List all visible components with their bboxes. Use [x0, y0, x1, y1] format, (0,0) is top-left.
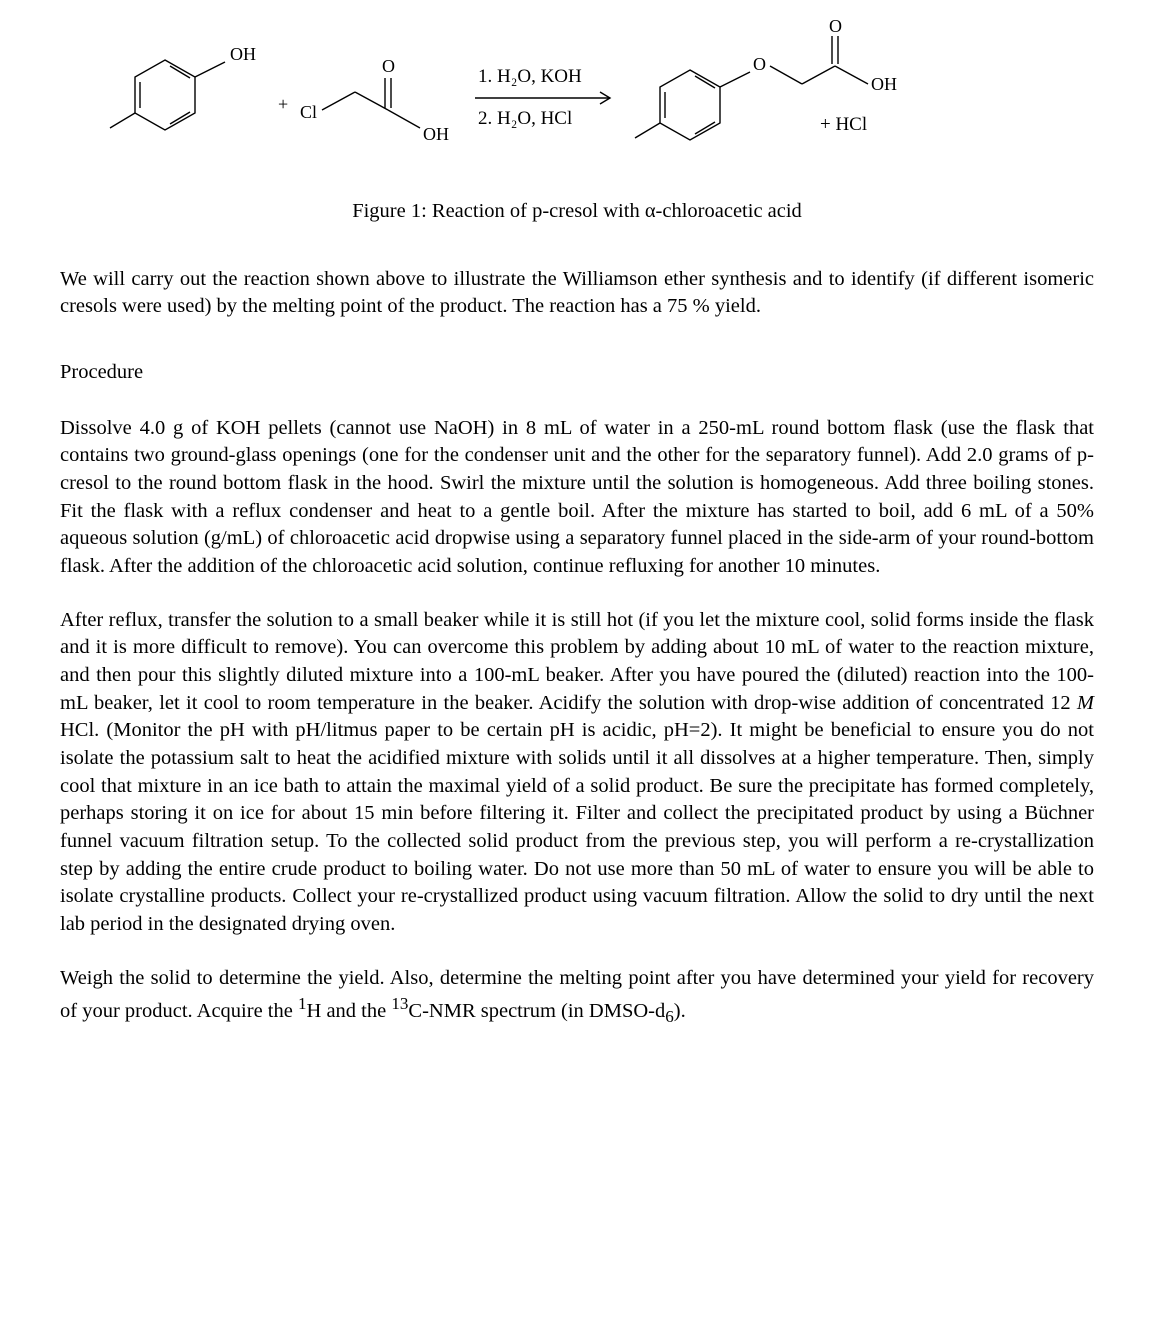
oh-acid: OH — [423, 124, 449, 144]
oh-label: OH — [230, 44, 256, 64]
plus-hcl: + HCl — [820, 114, 867, 135]
p2-after: HCl. (Monitor the pH with pH/litmus pape… — [60, 719, 1094, 935]
p3-b: H and the — [307, 1000, 392, 1022]
cond-2: 2. H₂O, HCl — [478, 108, 572, 129]
figure-caption: Figure 1: Reaction of p-cresol with α-ch… — [60, 198, 1094, 226]
o-dbl-1: O — [382, 56, 395, 76]
o-dbl-2: O — [829, 16, 842, 36]
cond-1: 1. H₂O, KOH — [478, 66, 582, 87]
procedure-para-3: Weigh the solid to determine the yield. … — [60, 965, 1094, 1029]
sup-1: 1 — [298, 994, 307, 1013]
intro-paragraph: We will carry out the reaction shown abo… — [60, 266, 1094, 321]
oh-prod: OH — [871, 74, 897, 94]
page-container: OH + Cl O OH — [0, 0, 1154, 1068]
sup-13: 13 — [391, 994, 408, 1013]
procedure-para-2: After reflux, transfer the solution to a… — [60, 607, 1094, 939]
procedure-heading: Procedure — [60, 359, 1094, 387]
p3-d: ). — [674, 1000, 686, 1022]
italic-molarity: M — [1077, 692, 1094, 714]
sub-6: 6 — [665, 1007, 674, 1026]
reaction-svg: OH + Cl O OH — [60, 10, 1094, 190]
p3-c: C-NMR spectrum (in DMSO-d — [408, 1000, 665, 1022]
p2-before: After reflux, transfer the solution to a… — [60, 609, 1094, 714]
reaction-figure: OH + Cl O OH — [60, 10, 1094, 190]
cl-label: Cl — [300, 102, 317, 122]
procedure-para-1: Dissolve 4.0 g of KOH pellets (cannot us… — [60, 415, 1094, 581]
plus-1: + — [278, 94, 288, 114]
o-ether: O — [753, 54, 766, 74]
